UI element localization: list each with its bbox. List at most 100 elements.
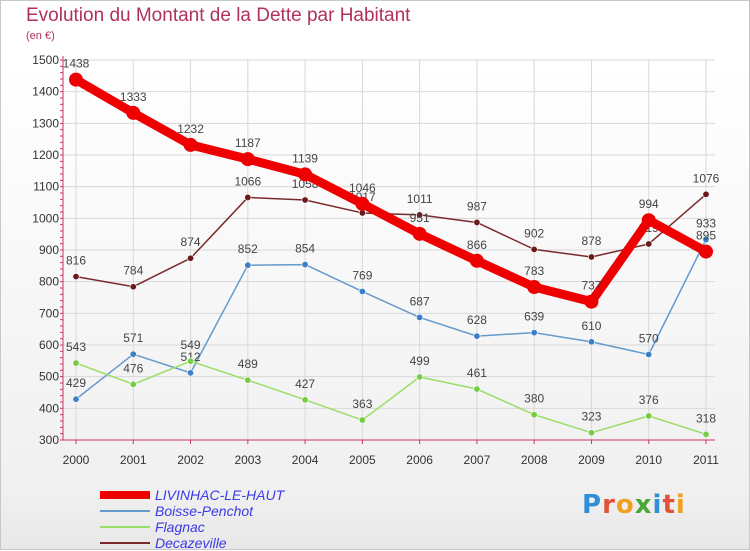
data-label: 874 bbox=[181, 235, 201, 249]
y-tick-label: 700 bbox=[39, 306, 59, 320]
data-label: 994 bbox=[639, 197, 659, 211]
legend-label: Decazeville bbox=[155, 535, 227, 551]
data-label: 987 bbox=[467, 199, 487, 213]
data-point bbox=[301, 261, 309, 269]
data-label: 1139 bbox=[292, 151, 318, 165]
x-tick-label: 2001 bbox=[120, 453, 147, 467]
data-point bbox=[702, 190, 710, 198]
data-point bbox=[298, 167, 313, 182]
y-tick-label: 500 bbox=[39, 370, 59, 384]
data-point bbox=[587, 338, 595, 346]
logo-letter: x bbox=[634, 490, 653, 520]
data-point bbox=[469, 253, 484, 268]
data-point bbox=[416, 373, 424, 381]
chart-subtitle: (en €) bbox=[26, 30, 55, 42]
data-point bbox=[530, 411, 538, 419]
logo-letter: r bbox=[602, 490, 616, 520]
data-point bbox=[301, 396, 309, 404]
logo-letter: t bbox=[662, 490, 676, 520]
data-label: 628 bbox=[467, 313, 487, 327]
data-point bbox=[702, 236, 710, 244]
data-point bbox=[240, 152, 255, 167]
y-tick-label: 800 bbox=[39, 275, 59, 289]
data-point bbox=[355, 196, 370, 211]
data-label: 1066 bbox=[234, 174, 261, 188]
data-point bbox=[699, 244, 713, 259]
data-label: 380 bbox=[524, 392, 544, 406]
data-point bbox=[473, 218, 481, 226]
y-tick-label: 1500 bbox=[32, 53, 59, 67]
data-point bbox=[69, 72, 83, 87]
data-point bbox=[587, 253, 595, 261]
y-tick-label: 1100 bbox=[33, 180, 59, 194]
series-line bbox=[75, 360, 707, 436]
data-label: 512 bbox=[181, 350, 201, 364]
data-label: 687 bbox=[410, 294, 430, 308]
legend-label: Boisse-Penchot bbox=[155, 503, 254, 519]
data-label: 1438 bbox=[63, 57, 90, 71]
data-point bbox=[187, 357, 195, 365]
x-tick-label: 2004 bbox=[292, 453, 319, 467]
x-tick-label: 2003 bbox=[234, 453, 261, 467]
data-label: 461 bbox=[467, 366, 487, 380]
data-point bbox=[584, 294, 599, 309]
data-point bbox=[72, 395, 80, 403]
data-point bbox=[126, 105, 141, 120]
data-point bbox=[412, 226, 427, 241]
data-label: 427 bbox=[295, 377, 315, 391]
data-label: 499 bbox=[410, 354, 430, 368]
logo-letter: i bbox=[675, 490, 686, 520]
x-tick-label: 2008 bbox=[521, 453, 548, 467]
x-tick-label: 2005 bbox=[349, 453, 376, 467]
data-label: 895 bbox=[696, 229, 716, 243]
data-point bbox=[129, 350, 137, 358]
data-label: 1232 bbox=[177, 122, 204, 136]
data-point bbox=[187, 369, 195, 377]
data-label: 902 bbox=[524, 226, 544, 240]
logo-letter: P bbox=[582, 490, 603, 520]
x-tick-label: 2007 bbox=[464, 453, 491, 467]
legend-label: LIVINHAC-LE-HAUT bbox=[155, 487, 285, 503]
data-point bbox=[244, 193, 252, 201]
data-label: 737 bbox=[581, 279, 601, 293]
data-label: 610 bbox=[581, 319, 601, 333]
x-tick-label: 2002 bbox=[177, 453, 204, 467]
data-point bbox=[473, 332, 481, 340]
data-label: 323 bbox=[581, 410, 601, 424]
data-point bbox=[530, 329, 538, 337]
data-label: 489 bbox=[238, 357, 258, 371]
data-point bbox=[72, 273, 80, 281]
x-tick-label: 2009 bbox=[578, 453, 605, 467]
data-point bbox=[183, 137, 198, 152]
y-tick-label: 1300 bbox=[32, 116, 59, 130]
data-point bbox=[587, 429, 595, 437]
data-point bbox=[244, 376, 252, 384]
x-tick-label: 2011 bbox=[693, 453, 719, 467]
data-point bbox=[244, 261, 252, 269]
data-point bbox=[416, 313, 424, 321]
data-point bbox=[473, 385, 481, 393]
data-label: 429 bbox=[66, 376, 86, 390]
y-tick-label: 1200 bbox=[32, 148, 59, 162]
y-tick-label: 1000 bbox=[32, 211, 59, 225]
data-point bbox=[527, 280, 542, 295]
data-label: 951 bbox=[410, 211, 430, 225]
legend-swatch bbox=[100, 526, 150, 528]
legend-swatch bbox=[100, 542, 150, 544]
data-label: 543 bbox=[66, 340, 86, 354]
legend-label: Flagnac bbox=[155, 519, 205, 535]
x-tick-label: 2006 bbox=[406, 453, 433, 467]
y-tick-label: 400 bbox=[39, 401, 59, 415]
data-point bbox=[358, 416, 366, 424]
data-label: 784 bbox=[123, 264, 143, 278]
x-tick-label: 2000 bbox=[63, 453, 90, 467]
data-label: 549 bbox=[181, 338, 201, 352]
data-point bbox=[187, 254, 195, 262]
data-point bbox=[645, 240, 653, 248]
y-tick-label: 300 bbox=[39, 433, 59, 447]
data-label: 570 bbox=[639, 332, 659, 346]
data-point bbox=[645, 350, 653, 358]
logo-letter: i bbox=[652, 490, 663, 520]
data-label: 1046 bbox=[349, 181, 376, 195]
